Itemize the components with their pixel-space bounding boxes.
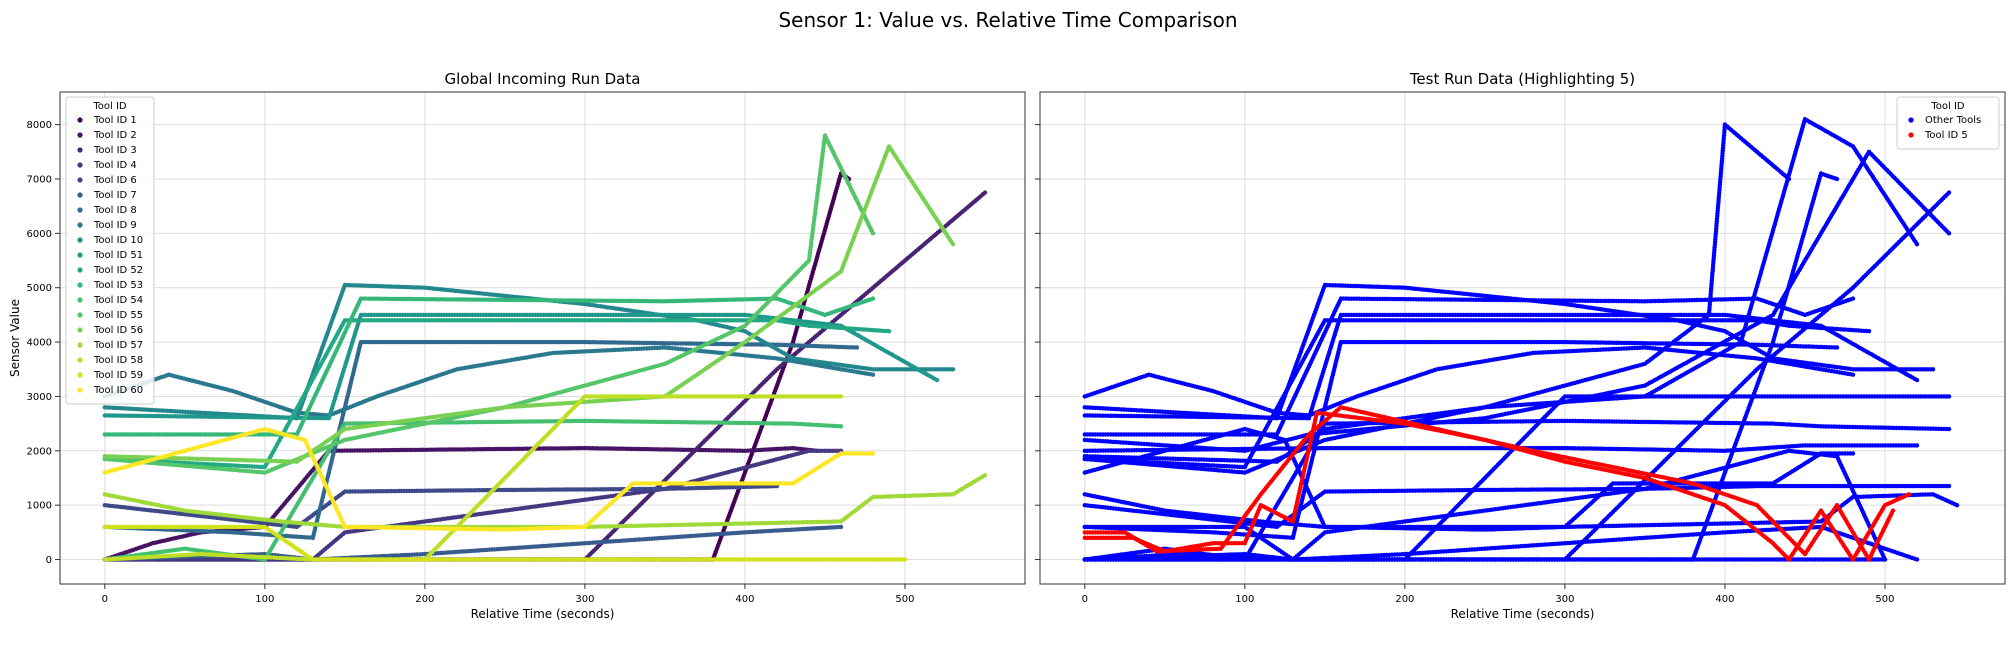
- data-point: [935, 378, 939, 382]
- data-point: [855, 345, 859, 349]
- data-point: [951, 367, 955, 371]
- data-point: [839, 525, 843, 529]
- figure-suptitle: Sensor 1: Value vs. Relative Time Compar…: [778, 8, 1237, 32]
- data-point: [983, 190, 987, 194]
- data-point: [871, 296, 875, 300]
- data-point: [887, 329, 891, 333]
- data-point: [871, 231, 875, 235]
- data-point: [839, 424, 843, 428]
- data-point: [871, 373, 875, 377]
